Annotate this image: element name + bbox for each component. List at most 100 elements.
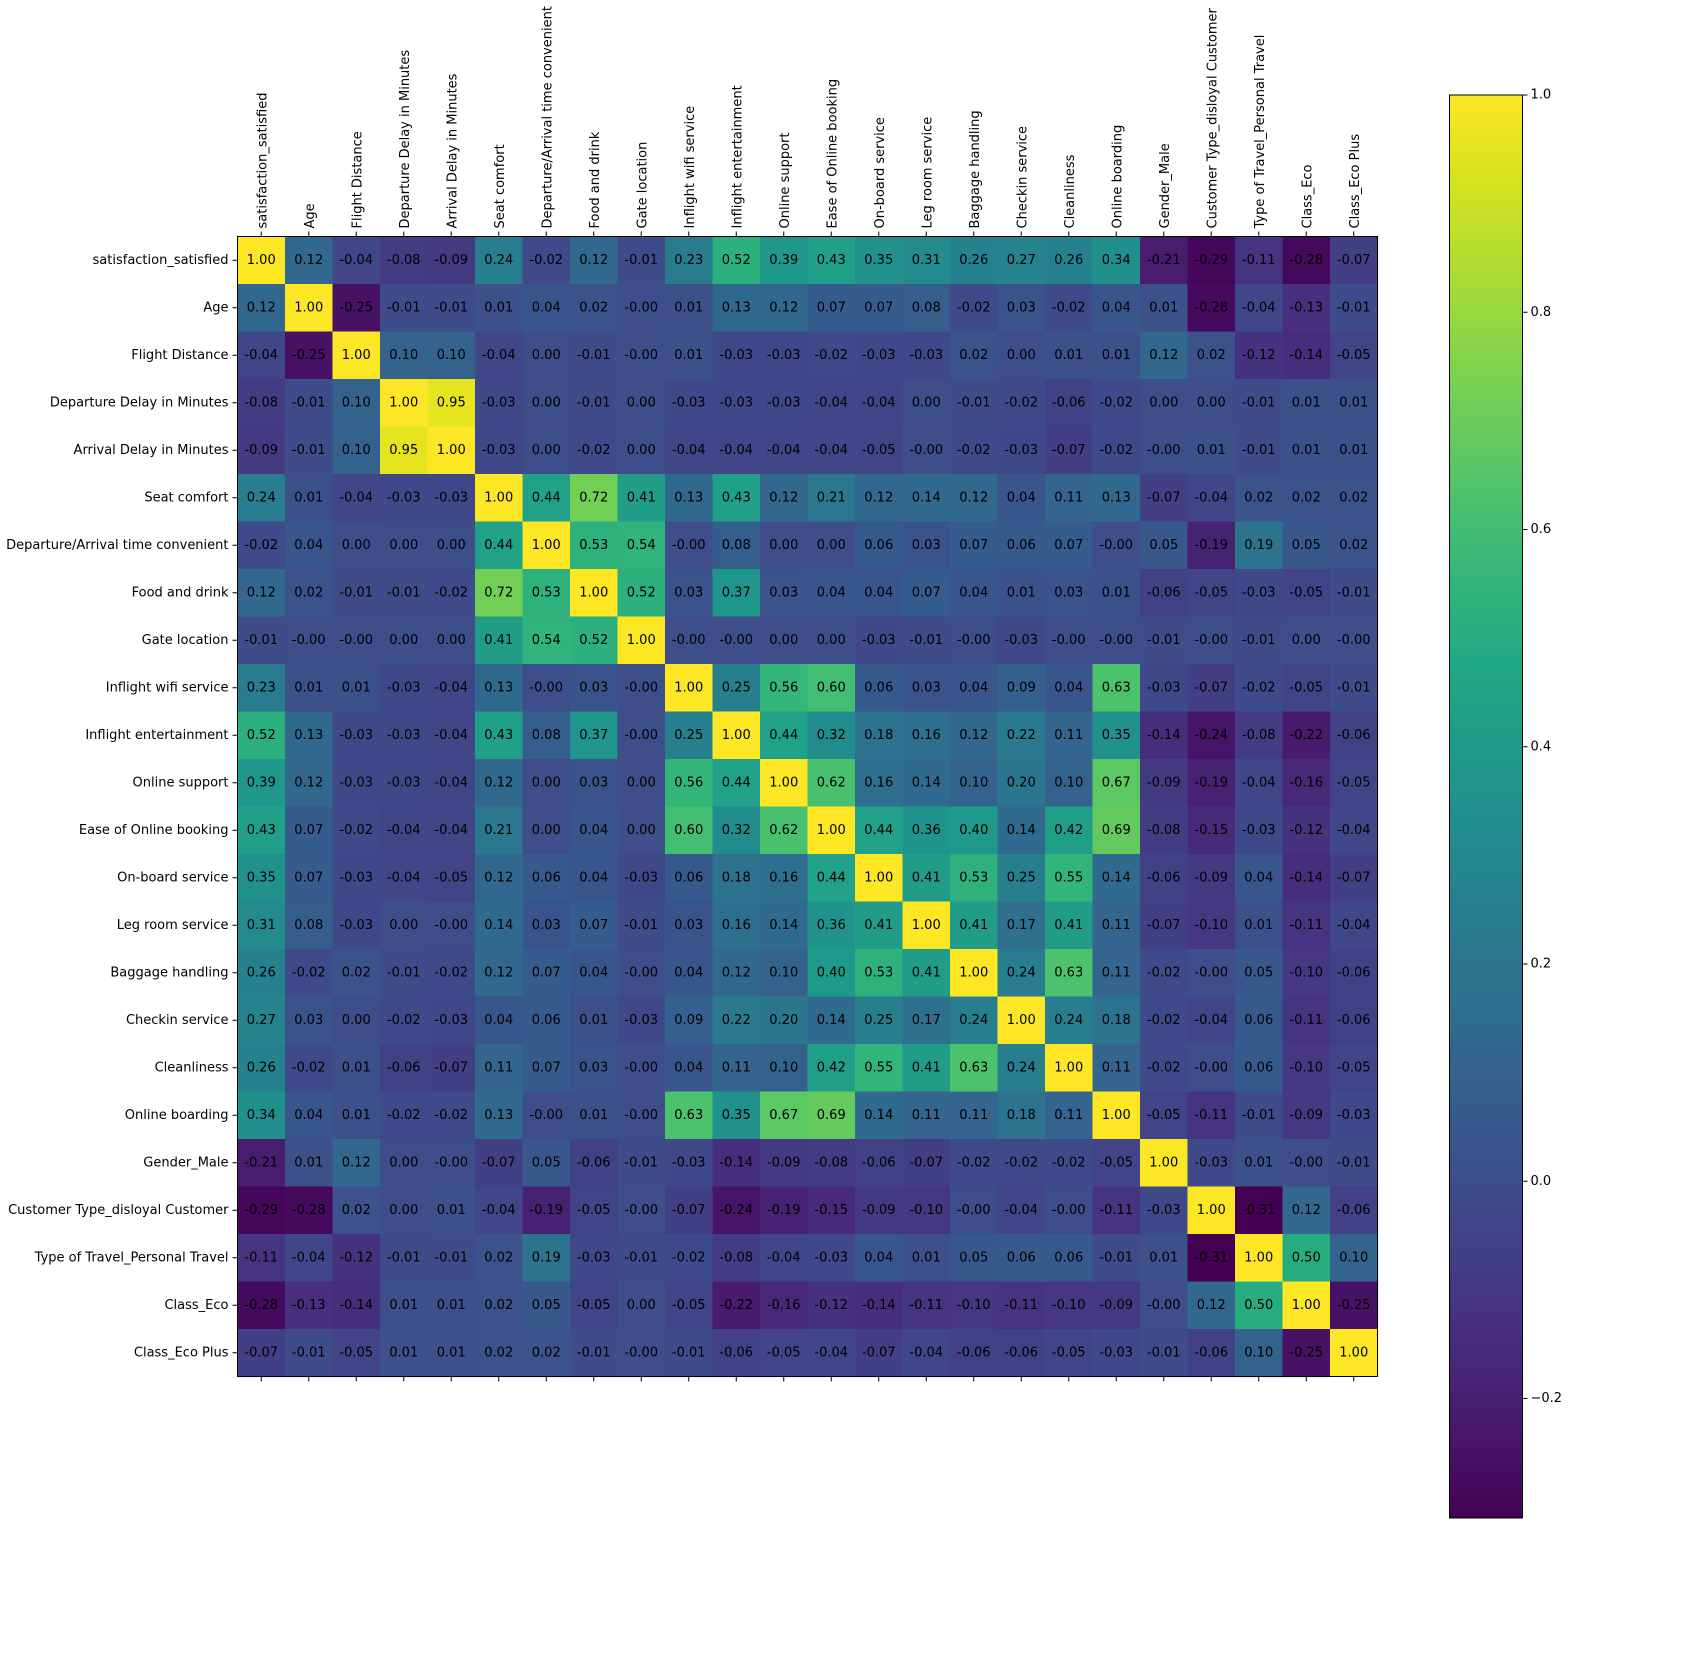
heatmap-cell-r20-c16 — [997, 1186, 1046, 1235]
cell-value-r22-c1: -0.13 — [292, 1298, 326, 1313]
cell-value-r7-c7: 1.00 — [579, 585, 608, 600]
cell-value-r8-c21: -0.01 — [1242, 633, 1276, 648]
cell-value-r23-c0: -0.07 — [244, 1345, 278, 1360]
cell-value-r3-c7: -0.01 — [577, 395, 611, 410]
cell-value-r2-c5: -0.04 — [482, 348, 516, 363]
heatmap-cell-r21-c9 — [665, 1234, 714, 1283]
cell-value-r4-c3: 0.95 — [389, 443, 418, 458]
heatmap-cell-r8-c19 — [1140, 616, 1189, 665]
cell-value-r16-c0: 0.27 — [247, 1013, 276, 1028]
heatmap-cell-r21-c20 — [1187, 1234, 1236, 1283]
heatmap-cell-r19-c4 — [427, 1139, 476, 1188]
heatmap-cell-r5-c9 — [665, 474, 714, 523]
heatmap-cell-r1-c5 — [475, 284, 524, 333]
heatmap-cell-r9-c15 — [950, 664, 999, 713]
heatmap-cell-r1-c8 — [617, 284, 666, 333]
cell-value-r2-c13: -0.03 — [862, 348, 896, 363]
heatmap-cell-r3-c10 — [712, 379, 761, 428]
y-tick-label-checkin-service: Checkin service — [126, 1013, 229, 1028]
heatmap-cell-r20-c21 — [1235, 1186, 1284, 1235]
heatmap-cell-r21-c11 — [760, 1234, 809, 1283]
heatmap-cell-r4-c6 — [522, 426, 571, 475]
heatmap-cell-r12-c5 — [475, 806, 524, 855]
cell-value-r1-c23: -0.01 — [1337, 300, 1371, 315]
cell-value-r12-c23: -0.04 — [1337, 823, 1371, 838]
heatmap-cell-r10-c2 — [332, 711, 381, 760]
cell-value-r18-c17: 0.11 — [1054, 1108, 1083, 1123]
cell-value-r21-c5: 0.02 — [484, 1250, 513, 1265]
heatmap-cell-r16-c3 — [380, 996, 429, 1045]
cell-value-r23-c4: 0.01 — [437, 1345, 466, 1360]
cell-value-r0-c6: -0.02 — [529, 253, 563, 268]
heatmap-cell-r15-c23 — [1330, 949, 1379, 998]
heatmap-cell-r23-c5 — [475, 1329, 524, 1378]
heatmap-cell-r13-c13 — [855, 854, 904, 903]
cell-value-r4-c10: -0.04 — [719, 443, 753, 458]
heatmap-cell-r22-c20 — [1187, 1281, 1236, 1330]
cell-value-r3-c1: -0.01 — [292, 395, 326, 410]
cell-value-r4-c11: -0.04 — [767, 443, 801, 458]
cell-value-r4-c19: -0.00 — [1147, 443, 1181, 458]
heatmap-cell-r18-c5 — [475, 1091, 524, 1140]
cell-value-r6-c19: 0.05 — [1149, 538, 1178, 553]
heatmap-cell-r20-c22 — [1282, 1186, 1331, 1235]
x-tick-label-flight-distance: Flight Distance — [350, 131, 365, 228]
heatmap-cell-r11-c2 — [332, 759, 381, 808]
cell-value-r16-c23: -0.06 — [1337, 1013, 1371, 1028]
cell-value-r11-c5: 0.12 — [484, 775, 513, 790]
cell-value-r23-c23: 1.00 — [1339, 1345, 1368, 1360]
heatmap-cell-r8-c16 — [997, 616, 1046, 665]
heatmap-cell-r20-c5 — [475, 1186, 524, 1235]
cell-value-r21-c2: -0.12 — [339, 1250, 373, 1265]
heatmap-cell-r8-c13 — [855, 616, 904, 665]
heatmap-cell-r1-c15 — [950, 284, 999, 333]
heatmap-cell-r11-c0 — [237, 759, 286, 808]
heatmap-cell-r17-c23 — [1330, 1044, 1379, 1093]
cell-value-r4-c20: 0.01 — [1197, 443, 1226, 458]
heatmap-cell-r7-c17 — [1045, 569, 1094, 618]
heatmap-cell-r10-c5 — [475, 711, 524, 760]
heatmap-cell-r18-c2 — [332, 1091, 381, 1140]
cell-value-r19-c18: -0.05 — [1099, 1155, 1133, 1170]
cell-value-r10-c14: 0.16 — [912, 728, 941, 743]
cell-value-r14-c10: 0.16 — [722, 918, 751, 933]
cell-value-r21-c10: -0.08 — [719, 1250, 753, 1265]
y-tick-label-inflight-wifi-service: Inflight wifi service — [106, 680, 229, 695]
heatmap-cell-r22-c21 — [1235, 1281, 1284, 1330]
heatmap-cell-r6-c7 — [570, 521, 619, 570]
cell-value-r23-c20: -0.06 — [1194, 1345, 1228, 1360]
heatmap-cell-r20-c11 — [760, 1186, 809, 1235]
heatmap-cell-r5-c4 — [427, 474, 476, 523]
heatmap-cell-r12-c12 — [807, 806, 856, 855]
heatmap-cell-r14-c5 — [475, 901, 524, 950]
heatmap-cell-r2-c9 — [665, 331, 714, 380]
cell-value-r1-c21: -0.04 — [1242, 300, 1276, 315]
cell-value-r19-c20: -0.03 — [1194, 1155, 1228, 1170]
heatmap-cell-r9-c7 — [570, 664, 619, 713]
cell-value-r5-c22: 0.02 — [1292, 490, 1321, 505]
heatmap-cell-r17-c3 — [380, 1044, 429, 1093]
heatmap-cell-r3-c14 — [902, 379, 951, 428]
x-tick-label-ease-of-online-booking: Ease of Online booking — [825, 79, 840, 229]
cell-value-r22-c16: -0.11 — [1004, 1298, 1038, 1313]
cell-value-r7-c6: 0.53 — [532, 585, 561, 600]
cell-value-r11-c11: 1.00 — [769, 775, 798, 790]
cell-value-r3-c18: -0.02 — [1099, 395, 1133, 410]
cell-value-r2-c7: -0.01 — [577, 348, 611, 363]
heatmap-cell-r7-c9 — [665, 569, 714, 618]
heatmap-cell-r17-c6 — [522, 1044, 571, 1093]
heatmap-cell-r17-c2 — [332, 1044, 381, 1093]
heatmap-cell-r5-c22 — [1282, 474, 1331, 523]
cell-value-r19-c23: -0.01 — [1337, 1155, 1371, 1170]
heatmap-cell-r3-c12 — [807, 379, 856, 428]
heatmap-cell-r13-c23 — [1330, 854, 1379, 903]
cell-value-r6-c10: 0.08 — [722, 538, 751, 553]
heatmap-cell-r11-c19 — [1140, 759, 1189, 808]
heatmap-cell-r1-c1 — [285, 284, 334, 333]
cell-value-r6-c22: 0.05 — [1292, 538, 1321, 553]
cell-value-r5-c2: -0.04 — [339, 490, 373, 505]
heatmap-cell-r16-c22 — [1282, 996, 1331, 1045]
cell-value-r11-c15: 0.10 — [959, 775, 988, 790]
heatmap-cell-r20-c7 — [570, 1186, 619, 1235]
cell-value-r19-c9: -0.03 — [672, 1155, 706, 1170]
